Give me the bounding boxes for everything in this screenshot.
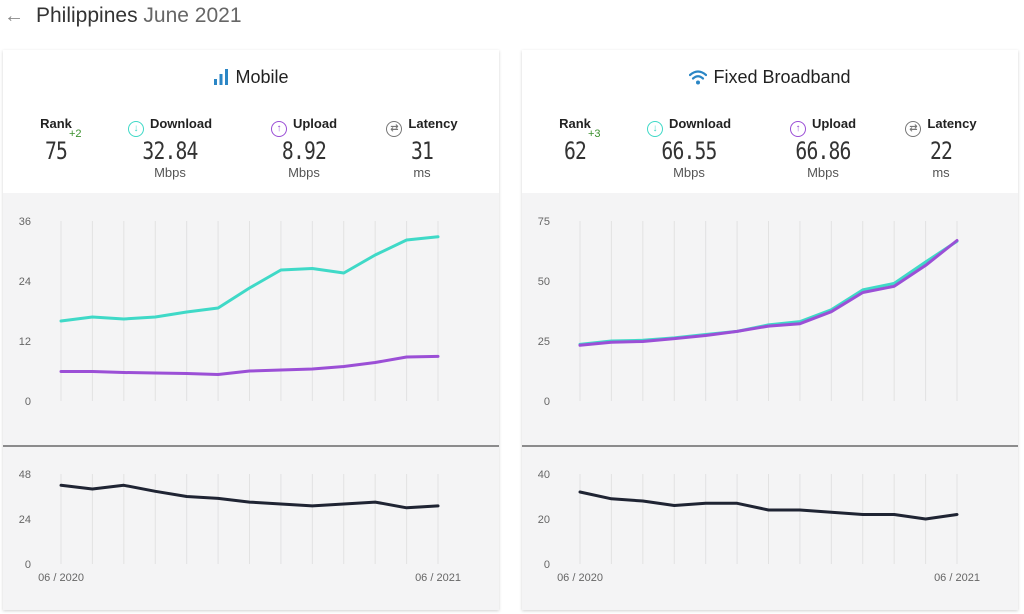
upload-arrow-icon: ↑ bbox=[789, 121, 806, 137]
rank-value: 75 bbox=[44, 137, 68, 165]
download-unit: Mbps bbox=[154, 165, 186, 180]
y-tick-label: 75 bbox=[538, 216, 550, 228]
rank-label: Rank bbox=[40, 116, 72, 131]
rank-value: 62 bbox=[563, 137, 587, 165]
mobile-rank: Rank 75 +2 bbox=[0, 114, 116, 165]
upload-series-line bbox=[578, 239, 959, 347]
rank-change: +2 bbox=[69, 128, 82, 140]
upload-series-line bbox=[59, 354, 440, 376]
fixed-summary: Fixed Broadband Rank 62 +3 ↓ Download 66.… bbox=[522, 50, 1018, 193]
top-bar: ← Philippines June 2021 bbox=[0, 0, 1024, 40]
mobile-panel: Mobile Rank 75 +2 ↓ Download 32.84 Mbps ↑… bbox=[3, 50, 499, 610]
y-tick-label: 12 bbox=[19, 336, 31, 348]
rank-label: Rank bbox=[559, 116, 591, 131]
latency-unit: ms bbox=[932, 165, 950, 180]
upload-label: Upload bbox=[292, 116, 338, 131]
y-tick-label: 40 bbox=[538, 469, 550, 481]
download-label: Download bbox=[668, 116, 732, 131]
fixed-latency: ⇄ Latency 22 ms bbox=[881, 114, 1001, 180]
y-tick-label: 0 bbox=[25, 396, 31, 408]
download-label: Download bbox=[149, 116, 213, 131]
mobile-chart: 0 12 24 36 0 24 48 06 / 2020 06 / 2021 bbox=[3, 216, 499, 584]
latency-unit: ms bbox=[413, 165, 431, 180]
signal-bars-icon bbox=[213, 69, 229, 90]
x-start-label: 06 / 2020 bbox=[557, 572, 603, 584]
download-series-line bbox=[59, 235, 440, 323]
download-value: 66.55 bbox=[661, 137, 717, 165]
fixed-download: ↓ Download 66.55 Mbps bbox=[629, 114, 749, 180]
x-end-label: 06 / 2021 bbox=[415, 572, 461, 584]
mobile-upload: ↑ Upload 8.92 Mbps bbox=[244, 114, 364, 180]
download-unit: Mbps bbox=[673, 165, 705, 180]
y-tick-label: 25 bbox=[538, 336, 550, 348]
download-arrow-icon: ↓ bbox=[127, 121, 144, 137]
fixed-title-text: Fixed Broadband bbox=[713, 67, 851, 87]
upload-unit: Mbps bbox=[288, 165, 320, 180]
report-date: June 2021 bbox=[143, 4, 242, 27]
fixed-upload: ↑ Upload 66.86 Mbps bbox=[763, 114, 883, 180]
upload-unit: Mbps bbox=[807, 165, 839, 180]
y-tick-label: 50 bbox=[538, 276, 550, 288]
fixed-panel-title: Fixed Broadband bbox=[522, 67, 1018, 90]
latency-icon: ⇄ bbox=[386, 121, 403, 137]
x-end-label: 06 / 2021 bbox=[934, 572, 980, 584]
back-arrow-icon[interactable]: ← bbox=[4, 5, 24, 27]
latency-series-line bbox=[59, 483, 440, 510]
mobile-title-text: Mobile bbox=[235, 67, 289, 87]
country-name: Philippines bbox=[36, 4, 138, 27]
page-title: Philippines June 2021 bbox=[36, 4, 242, 28]
latency-value: 31 bbox=[410, 137, 434, 165]
latency-label: Latency bbox=[927, 116, 977, 131]
rank-change: +3 bbox=[588, 128, 601, 140]
mobile-download: ↓ Download 32.84 Mbps bbox=[110, 114, 230, 180]
y-tick-label: 0 bbox=[544, 559, 550, 571]
y-tick-label: 0 bbox=[544, 396, 550, 408]
latency-icon: ⇄ bbox=[905, 121, 922, 137]
download-value: 32.84 bbox=[142, 137, 198, 165]
upload-arrow-icon: ↑ bbox=[270, 121, 287, 137]
fixed-rank: Rank 62 +3 bbox=[515, 114, 635, 165]
wifi-icon bbox=[689, 69, 708, 90]
fixed-broadband-chart: 0 25 50 75 0 20 40 06 / 2020 06 / 2021 bbox=[522, 216, 1018, 584]
download-arrow-icon: ↓ bbox=[646, 121, 663, 137]
latency-label: Latency bbox=[408, 116, 458, 131]
latency-series-line bbox=[578, 490, 959, 521]
y-tick-label: 48 bbox=[19, 469, 31, 481]
mobile-summary: Mobile Rank 75 +2 ↓ Download 32.84 Mbps ↑… bbox=[3, 50, 499, 193]
upload-value: 8.92 bbox=[281, 137, 327, 165]
y-tick-label: 0 bbox=[25, 559, 31, 571]
y-tick-label: 24 bbox=[19, 514, 31, 526]
latency-value: 22 bbox=[929, 137, 953, 165]
y-tick-label: 36 bbox=[19, 216, 31, 228]
mobile-panel-title: Mobile bbox=[3, 67, 499, 90]
y-tick-label: 20 bbox=[538, 514, 550, 526]
fixed-broadband-panel: Fixed Broadband Rank 62 +3 ↓ Download 66.… bbox=[522, 50, 1018, 610]
upload-value: 66.86 bbox=[795, 137, 851, 165]
x-start-label: 06 / 2020 bbox=[38, 572, 84, 584]
upload-label: Upload bbox=[811, 116, 857, 131]
mobile-latency: ⇄ Latency 31 ms bbox=[362, 114, 482, 180]
y-tick-label: 24 bbox=[19, 276, 31, 288]
